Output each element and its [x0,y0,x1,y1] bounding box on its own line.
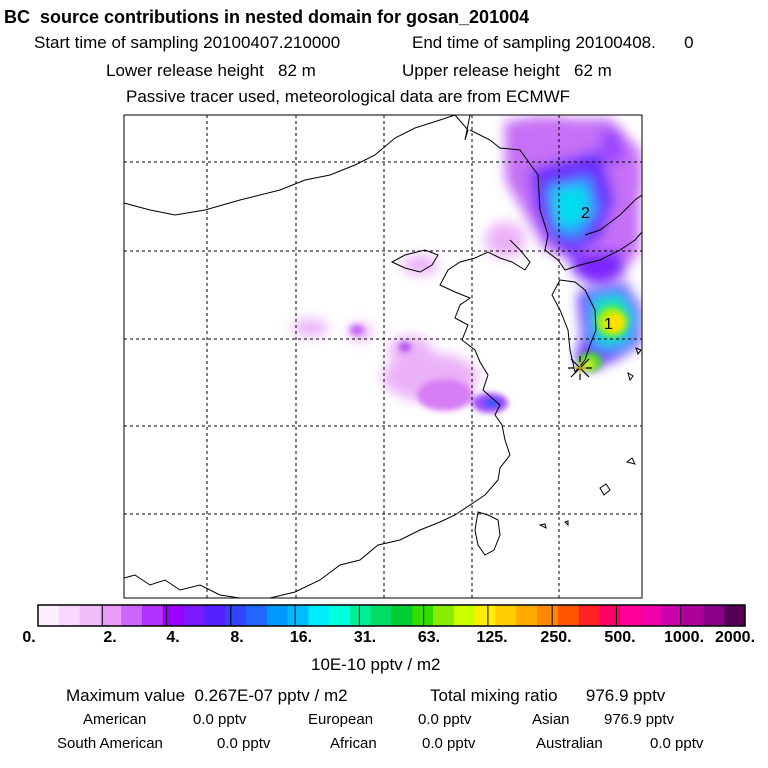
colorbar-tick-label: 125. [476,629,508,646]
colorbar-tick-label: 1000. [663,629,705,646]
colorbar-swatch [724,605,746,626]
colorbar-swatch [225,605,247,626]
plot-title: BC source contributions in nested domain… [4,7,530,27]
colorbar-tick-label: 8. [230,629,244,646]
colorbar-tick-label: 31. [353,629,377,646]
colorbar-swatch [349,605,372,626]
colorbar-tick-label: 500. [604,629,636,646]
colorbar-tick-label: 250. [540,629,572,646]
colorbar-swatch [599,605,621,626]
colorbar-swatch [433,605,455,626]
end-time-label: End time of sampling 20100408. 0 [412,33,694,52]
colorbar-swatch [516,605,538,626]
colorbar-swatch [121,605,143,626]
colorbar-border [37,604,746,627]
colorbar-swatch [474,605,496,626]
colorbar-swatch [682,605,704,626]
colorbar-swatch [58,605,81,626]
colorbar-swatch [38,605,60,626]
colorbar-swatch [391,605,413,626]
max-value: Maximum value 0.267E-07 pptv / m2 [66,686,348,705]
start-time-label: Start time of sampling 20100407.210000 [34,33,341,52]
colorbar-swatch [183,605,205,626]
region-value: 0.0 pptv [422,735,476,752]
colorbar-swatch [308,605,330,626]
colorbar-swatch [537,605,559,626]
region-value: 0.0 pptv [217,735,271,752]
region-name: European [308,711,374,728]
colorbar-swatch [266,605,289,626]
colorbar-swatch [620,605,642,626]
upper-release-height: Upper release height 62 m [402,61,612,80]
colorbar-tick-label: 16. [289,629,313,646]
region-name: Asian [532,711,570,728]
colorbar-tick-label: 4. [166,629,180,646]
colorbar-swatch [245,605,268,626]
colorbar [37,604,746,627]
region-value: 0.0 pptv [193,711,247,728]
colorbar-swatch [204,605,226,626]
tracer-note: Passive tracer used, meteorological data… [126,87,571,106]
colorbar-swatch [641,605,663,626]
colorbar-swatch [370,605,392,626]
colorbar-swatch [578,605,600,626]
colorbar-swatch [100,605,122,626]
colorbar-swatch [79,605,101,626]
region-value: 0.0 pptv [650,735,704,752]
region-name: South American [57,735,163,752]
colorbar-swatch [329,605,351,626]
colorbar-swatch [287,605,309,626]
region-name: African [330,735,377,752]
colorbar-swatch [412,605,434,626]
colorbar-unit: 10E-10 pptv / m2 [311,655,441,674]
region-value: 0.0 pptv [418,711,472,728]
colorbar-swatch [141,605,164,626]
region-name: Australian [536,735,603,752]
lat-lon-grid [124,115,642,598]
colorbar-tick-label: 2. [103,629,117,646]
colorbar-tick-label: 63. [417,629,441,646]
contour-label-2: 2 [581,205,590,222]
colorbar-swatch [661,605,684,626]
colorbar-swatch [557,605,580,626]
lower-release-height: Lower release height 82 m [106,61,316,80]
region-value: 976.9 pptv [604,711,675,728]
colorbar-tick-label: 2000. [714,629,756,646]
total-mixing-ratio: Total mixing ratio 976.9 pptv [430,686,666,705]
colorbar-swatch [162,605,185,626]
colorbar-swatch [453,605,476,626]
colorbar-swatch [703,605,725,626]
contour-label-1: 1 [604,316,613,333]
coastline [124,115,642,598]
colorbar-tick-label: 0. [22,629,36,646]
colorbar-swatch [495,605,517,626]
map-frame [123,114,643,599]
region-name: American [83,711,147,728]
concentration-field [292,115,642,413]
